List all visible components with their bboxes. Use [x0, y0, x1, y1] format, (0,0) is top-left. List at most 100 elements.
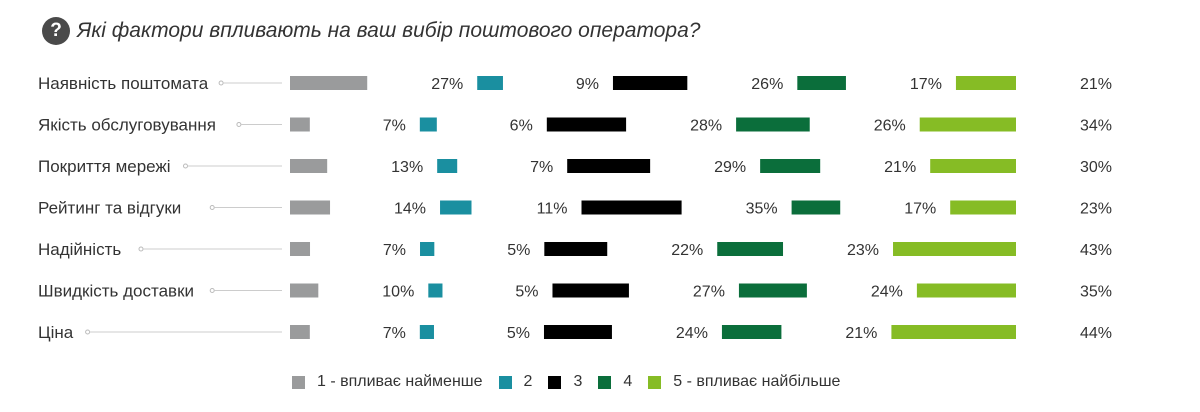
bar-segment: [290, 325, 310, 339]
legend-swatch: [648, 375, 662, 389]
bar-segment: [546, 117, 627, 132]
value-label: 14%: [394, 201, 426, 218]
bar-segment: [544, 242, 608, 256]
bar-segment: [428, 283, 443, 298]
leader-dot: [209, 288, 215, 293]
bar-segment: [791, 200, 841, 215]
bar-segment: [419, 117, 437, 132]
value-label: 30%: [1080, 159, 1112, 176]
bar-segment: [738, 283, 807, 298]
value-label: 13%: [391, 159, 423, 176]
leader-dot: [138, 246, 144, 252]
value-label: 27%: [693, 284, 725, 301]
bar-segment: [290, 159, 328, 173]
bar-segment: [420, 242, 435, 256]
bar-segment: [930, 159, 1016, 173]
value-label: 43%: [1080, 242, 1112, 259]
chart-legend: 1 - впливає найменше 2 3 4 5 - впливає найбі…: [292, 372, 856, 392]
leader-dot: [85, 329, 91, 335]
value-label: 28%: [690, 118, 722, 135]
value-label: 22%: [671, 242, 703, 259]
bar-segment: [477, 76, 503, 90]
value-label: 35%: [746, 201, 778, 218]
value-label: 7%: [383, 242, 406, 259]
category-label: Ціна: [38, 323, 74, 342]
bar-segment: [290, 242, 311, 256]
value-label: 35%: [1080, 284, 1112, 301]
bar-segment: [552, 283, 629, 298]
legend-swatch: [498, 375, 512, 389]
value-label: 17%: [910, 76, 942, 93]
leader-dot: [183, 163, 188, 169]
legend-label: 2: [523, 373, 533, 390]
legend-swatch: [598, 375, 612, 389]
bar-segment: [437, 159, 458, 173]
bar-segment: [950, 200, 1016, 215]
legend-label: 3: [573, 373, 583, 390]
value-label: 7%: [530, 159, 553, 176]
chart-title: Які фактори впливають на ваш вибір пошто…: [77, 19, 701, 42]
value-label: 17%: [904, 201, 936, 218]
value-label: 23%: [1080, 201, 1112, 218]
legend-item: 3: [548, 373, 582, 391]
value-label: 26%: [751, 76, 783, 93]
bar-segment: [581, 200, 682, 215]
leader-dot: [209, 205, 215, 210]
bar-segment: [290, 283, 319, 298]
chart-title-row: ? Які фактори впливають на ваш вибір пош…: [42, 16, 700, 46]
leader-dot: [236, 122, 242, 127]
bar-segment: [290, 117, 310, 132]
bar-segment: [797, 76, 846, 90]
value-label: 24%: [676, 325, 708, 342]
bar-segment: [612, 76, 688, 90]
value-label: 5%: [515, 284, 538, 301]
question-circle-icon: ?: [42, 17, 70, 45]
value-label: 6%: [510, 118, 533, 135]
legend-swatch: [292, 375, 305, 389]
bar-segment: [736, 117, 810, 132]
bar-segment: [919, 117, 1016, 132]
legend-item: 4: [598, 373, 632, 391]
bar-segment: [721, 325, 782, 339]
bar-segment: [916, 283, 1016, 298]
category-label: Наявність поштомата: [38, 74, 209, 93]
value-label: 34%: [1080, 118, 1112, 135]
bar-segment: [891, 325, 1016, 339]
legend-item: 1 - впливає найменше: [292, 373, 483, 391]
value-label: 27%: [431, 76, 463, 93]
value-label: 29%: [714, 159, 746, 176]
value-label: 44%: [1080, 325, 1112, 342]
value-label: 5%: [507, 325, 530, 342]
value-label: 21%: [884, 159, 916, 176]
category-label: Швидкість доставки: [38, 282, 194, 301]
legend-swatch: [548, 375, 562, 389]
legend-item: 2: [498, 373, 533, 391]
value-label: 11%: [537, 201, 568, 218]
bar-segment: [717, 242, 784, 256]
category-label: Рейтинг та відгуки: [38, 199, 181, 218]
leader-dot: [218, 80, 224, 86]
value-label: 7%: [383, 118, 406, 135]
legend-label: 5 - впливає найбільше: [673, 373, 841, 390]
bar-segment: [893, 242, 1016, 256]
bar-segment: [419, 325, 434, 339]
value-label: 21%: [1080, 76, 1112, 93]
category-label: Покриття мережі: [38, 157, 171, 176]
value-label: 9%: [576, 76, 599, 93]
value-label: 23%: [847, 242, 879, 259]
value-label: 10%: [382, 284, 414, 301]
bar-segment: [440, 200, 472, 215]
bar-segment: [955, 76, 1016, 90]
legend-item: 5 - впливає найбільше: [648, 373, 840, 391]
value-label: 26%: [874, 118, 906, 135]
category-label: Надійність: [38, 240, 121, 259]
category-label: Якість обслуговування: [38, 116, 216, 135]
value-label: 24%: [871, 284, 903, 301]
bar-segment: [760, 159, 821, 173]
legend-label: 4: [623, 373, 633, 390]
bar-segment: [290, 76, 368, 90]
bar-segment: [543, 325, 612, 339]
bar-segment: [290, 200, 331, 215]
bar-segment: [567, 159, 651, 173]
